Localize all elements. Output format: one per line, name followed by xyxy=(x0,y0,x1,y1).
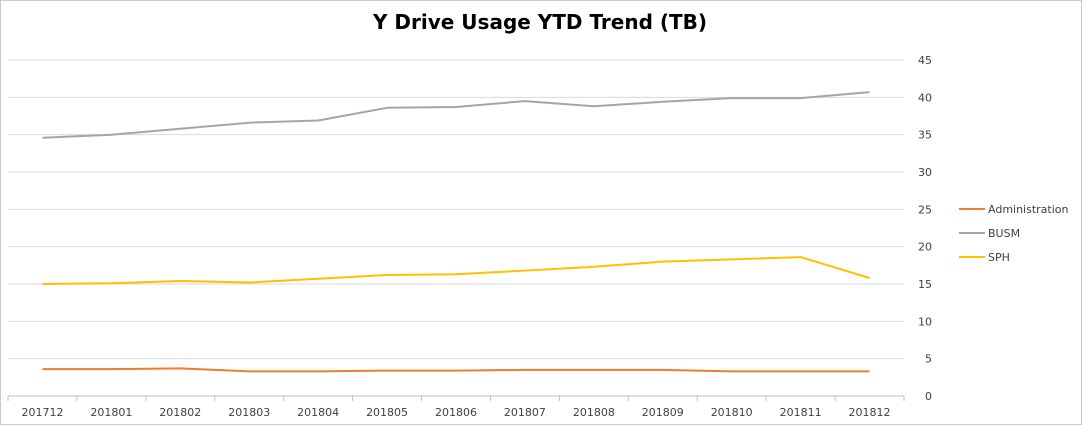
y-tick-label: 35 xyxy=(918,129,932,142)
x-tick-label: 201803 xyxy=(228,406,270,419)
chart-title: Y Drive Usage YTD Trend (TB) xyxy=(372,10,708,34)
y-tick-label: 10 xyxy=(918,315,932,328)
x-tick-label: 201810 xyxy=(711,406,753,419)
x-tick-label: 201811 xyxy=(780,406,822,419)
legend-label: SPH xyxy=(988,251,1010,264)
y-tick-label: 40 xyxy=(918,91,932,104)
series-line-sph xyxy=(42,256,870,285)
legend-label: Administration xyxy=(988,203,1069,216)
x-tick-label: 201802 xyxy=(159,406,201,419)
y-tick-label: 25 xyxy=(918,203,932,216)
x-tick-label: 201805 xyxy=(366,406,408,419)
y-tick-label: 5 xyxy=(925,353,932,366)
legend-label: BUSM xyxy=(988,227,1020,240)
x-tick-label: 201801 xyxy=(90,406,132,419)
series-line-administration xyxy=(42,367,870,373)
y-tick-label: 30 xyxy=(918,166,932,179)
y-tick-label: 20 xyxy=(918,241,932,254)
series-line-busm xyxy=(42,91,870,139)
x-tick-label: 201808 xyxy=(573,406,615,419)
y-tick-label: 15 xyxy=(918,278,932,291)
x-tick-label: 201812 xyxy=(849,406,891,419)
x-tick-label: 201804 xyxy=(297,406,339,419)
x-tick-label: 201809 xyxy=(642,406,684,419)
x-tick-label: 201712 xyxy=(21,406,63,419)
x-tick-label: 201807 xyxy=(504,406,546,419)
x-tick-label: 201806 xyxy=(435,406,477,419)
y-tick-label: 0 xyxy=(925,390,932,403)
y-tick-label: 45 xyxy=(918,54,932,67)
